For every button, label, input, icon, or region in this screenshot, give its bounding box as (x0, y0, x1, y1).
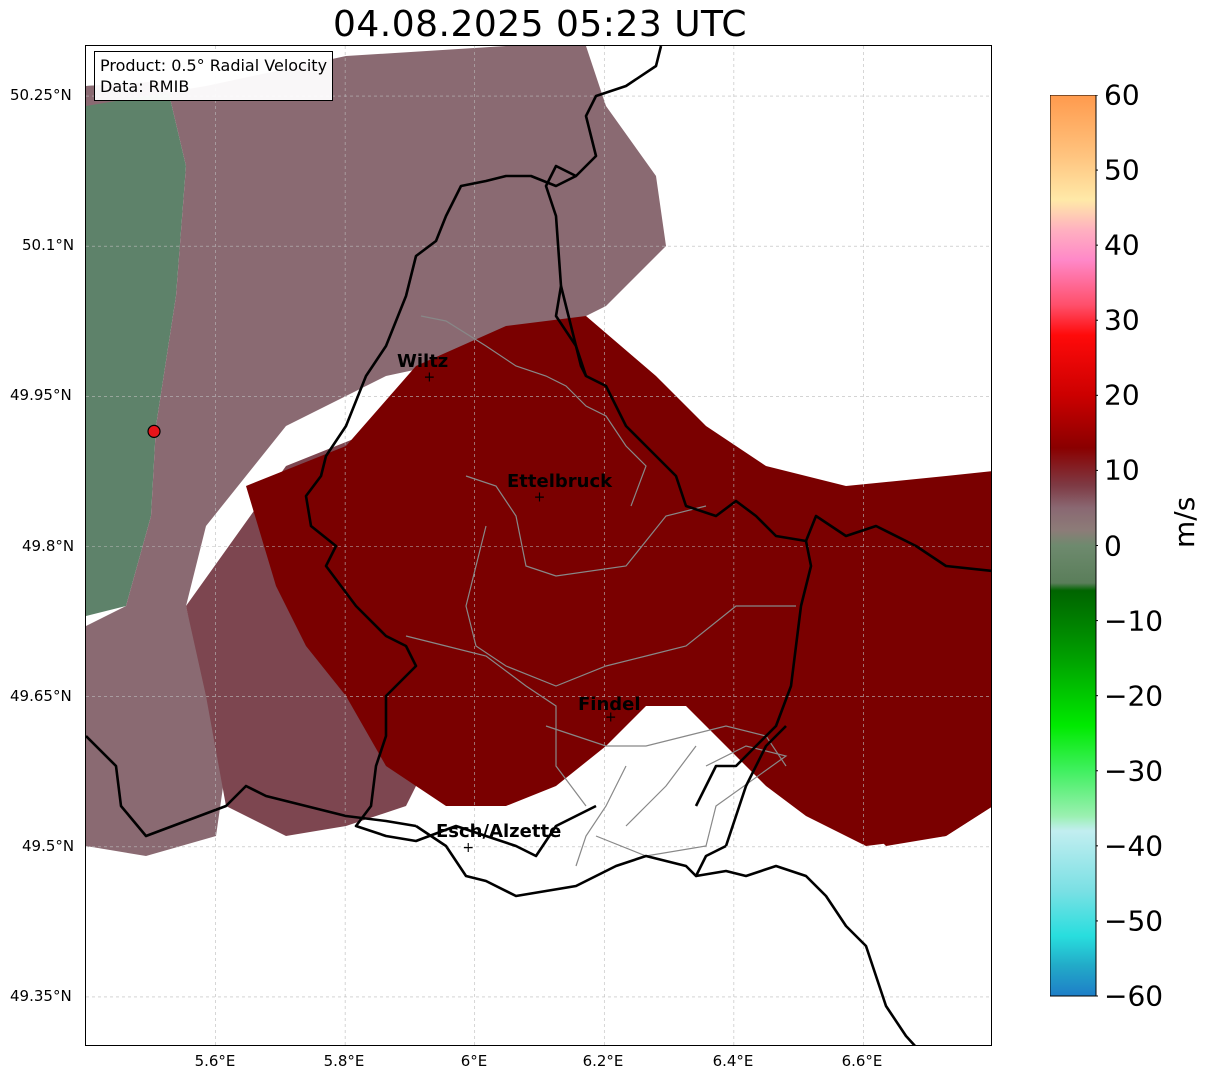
city-label-esch-alzette: Esch/Alzette (436, 821, 562, 842)
city-label-wiltz: Wiltz (397, 351, 449, 372)
colorbar (1050, 95, 1098, 997)
colorbar-tick-label: 20 (1104, 378, 1140, 412)
lat-label-49.35: 49.35°N (10, 987, 72, 1005)
radar-site-marker[interactable] (147, 424, 161, 438)
colorbar-tick-label: −30 (1104, 754, 1164, 788)
city-marker-icon: + (462, 840, 474, 856)
data-source-label: Data: RMIB (100, 77, 190, 96)
echo-neutral-band (86, 46, 666, 856)
radar-echo-layer (86, 46, 991, 856)
colorbar-tick-label: 30 (1104, 303, 1140, 337)
city-markers: + + + + (423, 369, 616, 855)
colorbar-gradient (1050, 95, 1097, 997)
radar-map-svg: + + + + (86, 46, 991, 1045)
colorbar-tick-label: 40 (1104, 228, 1140, 262)
lon-label-6: 6°E (460, 1052, 488, 1070)
lat-label-50.1: 50.1°N (22, 236, 75, 254)
colorbar-tick-label: −10 (1104, 604, 1164, 638)
colorbar-ticks (1096, 95, 1098, 997)
product-label: Product: 0.5° Radial Velocity (100, 56, 328, 75)
lon-label-5.8: 5.8°E (323, 1052, 365, 1070)
lon-label-6.4: 6.4°E (712, 1052, 754, 1070)
colorbar-tick-label: 60 (1104, 78, 1140, 112)
colorbar-tick-label: −40 (1104, 829, 1164, 863)
lat-label-50.25: 50.25°N (10, 86, 72, 104)
national-borders (86, 46, 991, 1045)
city-marker-icon: + (423, 369, 435, 385)
lon-label-5.6: 5.6°E (194, 1052, 236, 1070)
lat-label-49.65: 49.65°N (10, 687, 72, 705)
colorbar-tick-label: 50 (1104, 153, 1140, 187)
colorbar-tick-label: 10 (1104, 453, 1140, 487)
lat-label-49.95: 49.95°N (10, 386, 72, 404)
product-info-box: Product: 0.5° Radial Velocity Data: RMIB (94, 51, 334, 101)
city-label-findel: Findel (578, 694, 641, 715)
colorbar-tick-label: −60 (1104, 979, 1164, 1013)
colorbar-tick-label: −50 (1104, 904, 1164, 938)
lon-label-6.2: 6.2°E (582, 1052, 624, 1070)
colorbar-unit-label: m/s (1168, 496, 1201, 548)
colorbar-tick-label: 0 (1104, 529, 1122, 562)
city-marker-icon: + (534, 489, 546, 505)
lon-label-6.6: 6.6°E (841, 1052, 883, 1070)
map-title: 04.08.2025 05:23 UTC (332, 4, 748, 45)
lat-label-49.5: 49.5°N (22, 837, 75, 855)
city-label-ettelbruck: Ettelbruck (507, 471, 613, 492)
city-marker-icon: + (605, 710, 617, 726)
radar-map[interactable]: + + + + (85, 45, 992, 1046)
colorbar-tick-label: −20 (1104, 679, 1164, 713)
echo-inbound-west (86, 81, 186, 616)
lat-label-49.8: 49.8°N (22, 537, 75, 555)
echo-east-arm (726, 506, 991, 846)
